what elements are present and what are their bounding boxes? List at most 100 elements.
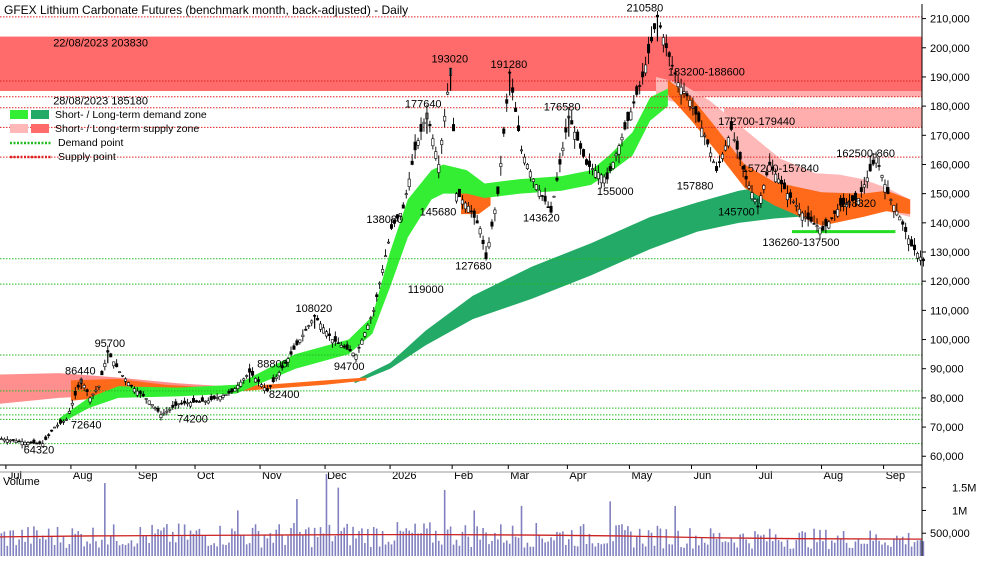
candle-body-176 — [520, 149, 524, 152]
annotation-15: 145700 — [718, 207, 755, 219]
candle-body-5 — [14, 440, 18, 443]
candle-body-146 — [431, 138, 435, 147]
candle-body-286 — [845, 202, 849, 208]
candle-body-265 — [783, 182, 787, 190]
candle-body-75 — [221, 395, 225, 398]
candle-body-162 — [478, 228, 482, 235]
candle-body-307 — [907, 238, 911, 245]
candle-body-76 — [224, 393, 228, 396]
candle-body-73 — [215, 397, 219, 399]
candle-body-229 — [676, 82, 680, 88]
candle-body-30 — [88, 397, 92, 403]
candle-body-153 — [452, 124, 456, 132]
candle-body-148 — [437, 164, 441, 173]
annotation-0: 22/08/2023 203830 — [53, 37, 148, 49]
candle-body-306 — [904, 226, 908, 232]
candle-body-269 — [794, 205, 798, 207]
candle-body-116 — [342, 345, 346, 348]
candle-body-276 — [815, 225, 819, 228]
month-label-10: May — [631, 470, 652, 482]
candle-body-195 — [576, 131, 580, 141]
annotation-14: 145680 — [420, 207, 457, 219]
annotation-17: 138080 — [366, 214, 403, 226]
annotation-3: 193020 — [431, 53, 468, 65]
y-tick-label-8: 140,000 — [930, 218, 970, 230]
candle-body-143 — [422, 121, 426, 125]
candle-body-263 — [777, 178, 781, 184]
candle-body-69 — [203, 400, 207, 403]
candle-body-230 — [679, 86, 683, 96]
y-tick-label-11: 170,000 — [930, 130, 970, 142]
candle-body-232 — [685, 93, 689, 97]
candle-body-272 — [803, 216, 807, 219]
candle-body-128 — [378, 282, 382, 285]
annotation-27: 72640 — [71, 420, 102, 432]
candle-body-228 — [673, 72, 677, 75]
candle-body-294 — [868, 163, 872, 172]
candle-body-309 — [913, 244, 917, 251]
candle-body-206 — [608, 166, 612, 172]
candle-body-38 — [112, 361, 116, 367]
candle-body-59 — [174, 401, 178, 406]
candle-body-79 — [233, 388, 237, 392]
candle-body-302 — [892, 205, 896, 212]
candle-body-124 — [366, 324, 370, 330]
candle-body-274 — [809, 216, 813, 222]
candle-body-17 — [50, 429, 54, 432]
candle-body-187 — [552, 195, 556, 198]
y-tick-label-4: 100,000 — [930, 335, 970, 347]
candle-body-197 — [582, 149, 586, 157]
candle-body-178 — [525, 164, 529, 169]
annotation-8: 172700-179440 — [718, 116, 795, 128]
month-label-0: Jul — [8, 470, 22, 482]
candle-body-40 — [118, 371, 122, 373]
y-tick-label-6: 120,000 — [930, 276, 970, 288]
candle-body-214 — [632, 101, 636, 104]
candle-body-136 — [401, 204, 405, 209]
candle-body-34 — [100, 370, 104, 376]
y-tick-label-2: 80,000 — [930, 393, 964, 405]
candle-body-243 — [717, 161, 721, 164]
candle-body-21 — [61, 420, 65, 423]
candle-body-251 — [741, 166, 745, 170]
candle-body-254 — [750, 192, 754, 200]
candle-body-240 — [709, 152, 713, 157]
annotation-11: 157880 — [677, 180, 714, 192]
candle-body-42 — [124, 378, 128, 382]
annotation-23: 95700 — [95, 338, 126, 350]
candle-body-208 — [614, 153, 618, 157]
candle-body-84 — [248, 368, 252, 373]
candle-body-172 — [508, 71, 512, 74]
candle-body-18 — [53, 426, 57, 429]
candle-body-157 — [463, 202, 467, 210]
candle-body-285 — [842, 197, 846, 205]
month-label-7: Feb — [454, 470, 473, 482]
candle-body-186 — [549, 205, 553, 213]
candle-body-216 — [638, 85, 642, 87]
candle-body-22 — [64, 419, 68, 421]
candle-body-191 — [564, 127, 568, 133]
candle-body-92 — [271, 377, 275, 382]
month-label-4: Nov — [262, 470, 282, 482]
annotation-4: 191280 — [491, 59, 528, 71]
candle-body-161 — [475, 220, 479, 224]
month-label-3: Oct — [197, 470, 214, 482]
candle-body-61 — [180, 402, 184, 405]
candle-body-255 — [753, 199, 757, 202]
candle-body-131 — [387, 241, 391, 244]
candle-body-244 — [720, 153, 724, 159]
candle-body-83 — [245, 375, 249, 377]
candle-body-215 — [635, 86, 639, 95]
candle-body-91 — [268, 385, 272, 387]
candle-body-278 — [821, 226, 825, 231]
candle-body-312 — [921, 258, 925, 262]
y-tick-label-12: 180,000 — [930, 101, 970, 113]
annotation-9: 162500-860 — [836, 148, 895, 160]
candle-body-275 — [812, 223, 816, 225]
candle-body-101 — [298, 339, 302, 343]
candle-body-77 — [227, 390, 231, 394]
legend-label-3: Supply point — [58, 151, 116, 163]
candle-body-13 — [38, 441, 42, 444]
annotation-5: 183200-188600 — [668, 66, 745, 78]
candle-body-280 — [827, 221, 831, 229]
